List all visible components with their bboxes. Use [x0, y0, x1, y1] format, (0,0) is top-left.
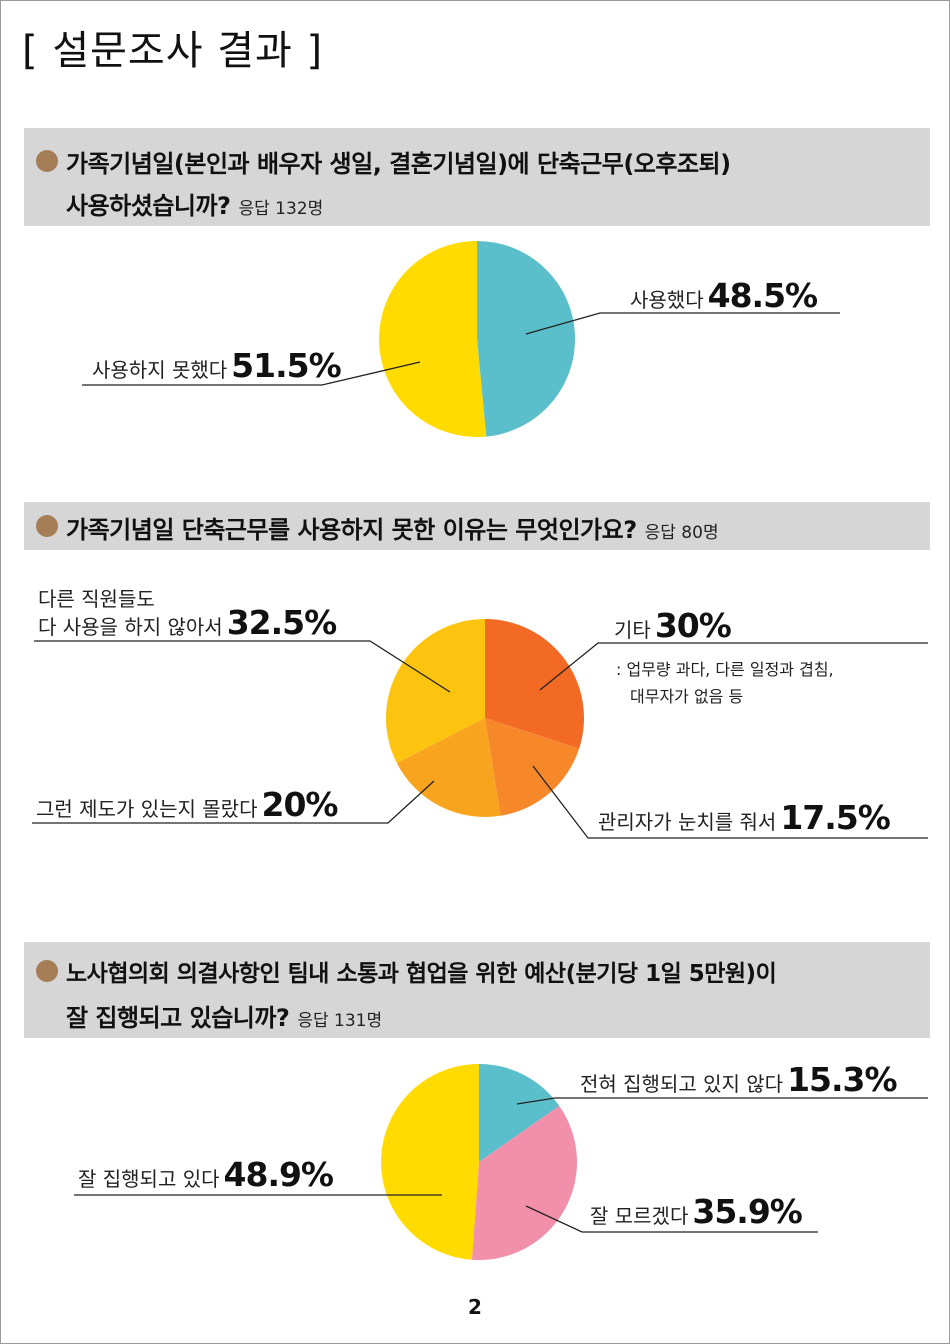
- bullet-icon: [36, 960, 58, 982]
- pie-slice-1: [477, 241, 576, 437]
- leader-line: [525, 312, 840, 335]
- label-manager-pct: 17.5%: [780, 798, 890, 837]
- label-etc-pct: 30%: [654, 606, 732, 645]
- leader-line: [539, 642, 928, 691]
- label-well-executed-text: 잘 집행되고 있다: [78, 1167, 220, 1191]
- label-not-used-text: 사용하지 못했다: [92, 358, 228, 382]
- question-bar-1: 가족기념일(본인과 배우자 생일, 결혼기념일)에 단축근무(오후조퇴) 사용하…: [24, 128, 930, 226]
- label-others-text: 다 사용을 하지 않아서: [38, 615, 223, 639]
- leader-lines: [32, 312, 928, 1233]
- label-etc-text: 기타: [614, 618, 651, 642]
- pie-slice-4: [385, 619, 485, 763]
- pie-slice-1: [485, 619, 584, 749]
- question-1-line1: 가족기념일(본인과 배우자 생일, 결혼기념일)에 단축근무(오후조퇴): [66, 150, 731, 178]
- leader-line: [34, 640, 451, 693]
- label-unaware-text: 그런 제도가 있는지 몰랐다: [36, 797, 258, 821]
- page-title: [ 설문조사 결과 ]: [22, 28, 324, 74]
- label-used-pct: 48.5%: [707, 276, 818, 315]
- label-not-executed: 전혀 집행되고 있지 않다 15.3%: [580, 1060, 898, 1099]
- label-manager-text: 관리자가 눈치를 줘서: [598, 810, 777, 834]
- question-1-text: 사용하셨습니까?: [66, 192, 231, 220]
- label-used-text: 사용했다: [630, 288, 704, 312]
- label-manager: 관리자가 눈치를 줘서 17.5%: [598, 798, 891, 837]
- pie-slice-2: [471, 1105, 577, 1260]
- label-not-executed-pct: 15.3%: [787, 1060, 897, 1099]
- pie-slice-3: [396, 718, 501, 817]
- question-bar-2: 가족기념일 단축근무를 사용하지 못한 이유는 무엇인가요? 응답 80명: [24, 502, 930, 550]
- leader-line: [32, 780, 435, 824]
- question-3-line2: 잘 집행되고 있습니까? 응답 131명: [66, 998, 382, 1033]
- question-bar-3: 노사협의회 의결사항인 팀내 소통과 협업을 위한 예산(분기당 1일 5만원)…: [24, 942, 930, 1038]
- label-etc-note-1: : 업무량 과다, 다른 일정과 겹침,: [616, 660, 834, 679]
- pie-slice-2: [379, 241, 487, 438]
- bullet-icon: [36, 150, 58, 172]
- question-3-respondents: 응답 131명: [297, 1011, 383, 1031]
- leader-line: [82, 361, 421, 386]
- label-well-executed-pct: 48.9%: [223, 1155, 334, 1194]
- label-etc: 기타 30%: [614, 606, 732, 645]
- pie-slice-2: [485, 718, 580, 816]
- pie-slice-1: [479, 1064, 560, 1162]
- label-etc-note-2: 대무자가 없음 등: [630, 687, 744, 706]
- label-not-used-pct: 51.5%: [231, 346, 341, 385]
- label-others-pct: 32.5%: [226, 603, 337, 642]
- pie-chart-1: [379, 241, 576, 438]
- leader-line: [516, 1097, 928, 1105]
- label-used: 사용했다 48.5%: [630, 276, 818, 315]
- question-2-text: 가족기념일 단축근무를 사용하지 못한 이유는 무엇인가요?: [66, 516, 637, 544]
- question-2-line1: 가족기념일 단축근무를 사용하지 못한 이유는 무엇인가요? 응답 80명: [66, 510, 719, 545]
- pie-slice-3: [381, 1064, 479, 1260]
- label-others-line1: 다른 직원들도: [38, 587, 155, 611]
- question-3-text: 잘 집행되고 있습니까?: [66, 1004, 290, 1032]
- page-number: 2: [468, 1295, 482, 1319]
- label-unknown: 잘 모르겠다 35.9%: [590, 1192, 803, 1231]
- leader-line: [525, 1205, 818, 1233]
- label-unknown-text: 잘 모르겠다: [590, 1204, 689, 1228]
- label-unaware-pct: 20%: [261, 785, 338, 824]
- label-not-used: 사용하지 못했다 51.5%: [92, 346, 342, 385]
- pie-chart-2: [385, 619, 584, 817]
- question-1-respondents: 응답 132명: [238, 199, 324, 219]
- pie-chart-3: [381, 1064, 577, 1260]
- bullet-icon: [36, 515, 58, 537]
- label-well-executed: 잘 집행되고 있다 48.9%: [78, 1155, 334, 1194]
- question-2-respondents: 응답 80명: [644, 523, 719, 543]
- question-3-line1: 노사협의회 의결사항인 팀내 소통과 협업을 위한 예산(분기당 1일 5만원)…: [66, 961, 777, 987]
- leader-line: [532, 765, 928, 839]
- label-unaware: 그런 제도가 있는지 몰랐다 20%: [36, 785, 338, 824]
- question-1-line2: 사용하셨습니까? 응답 132명: [66, 186, 323, 221]
- label-unknown-pct: 35.9%: [692, 1192, 802, 1231]
- label-others: 다 사용을 하지 않아서 32.5%: [38, 603, 337, 642]
- label-not-executed-text: 전혀 집행되고 있지 않다: [580, 1072, 784, 1096]
